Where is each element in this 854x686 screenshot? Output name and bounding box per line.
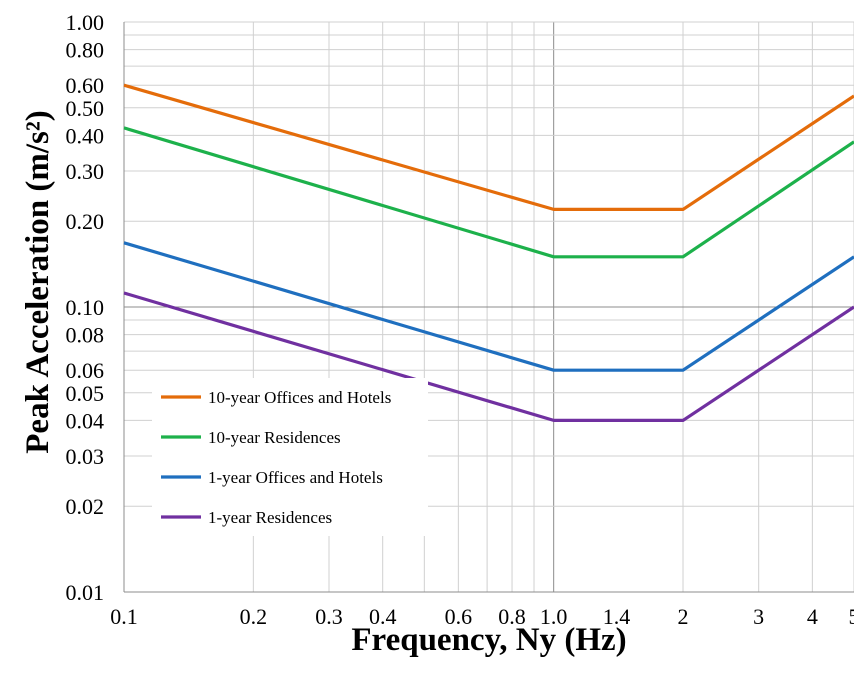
- x-tick-label: 0.1: [110, 604, 138, 629]
- y-tick-label: 0.01: [66, 580, 105, 605]
- y-tick-label: 0.60: [66, 73, 105, 98]
- y-tick-label: 1.00: [66, 10, 105, 35]
- x-tick-label: 0.4: [369, 604, 397, 629]
- y-tick-label: 0.20: [66, 209, 105, 234]
- x-tick-label: 0.8: [498, 604, 526, 629]
- y-tick-label: 0.02: [66, 494, 105, 519]
- legend-label: 10-year Residences: [208, 428, 341, 447]
- series-line: [123, 291, 854, 422]
- y-tick-label: 0.08: [66, 323, 105, 348]
- x-tick-label: 1.4: [603, 604, 631, 629]
- x-axis-title: Frequency, Ny (Hz): [351, 622, 626, 658]
- series-line: [123, 241, 854, 372]
- x-tick-label: 0.2: [240, 604, 268, 629]
- tick-labels: 0.1 0.2 0.3 0.4 0.6 0.8 1.0 1.4 2 3 4 5 0.01 0.02 0.03…: [66, 10, 854, 629]
- series-line: [123, 83, 854, 211]
- y-tick-label: 0.10: [66, 295, 105, 320]
- x-tick-label: 5: [849, 604, 854, 629]
- y-tick-label: 0.30: [66, 159, 105, 184]
- series-line: [123, 126, 854, 259]
- y-tick-label: 0.80: [66, 38, 105, 63]
- x-tick-label: 0.3: [315, 604, 343, 629]
- y-tick-label: 0.06: [66, 358, 105, 383]
- y-axis-title: Peak Acceleration (m/s²): [20, 110, 56, 453]
- x-tick-label: 3: [753, 604, 764, 629]
- y-tick-label: 0.05: [66, 381, 105, 406]
- x-tick-label: 2: [678, 604, 689, 629]
- grid-lines: [123, 21, 854, 593]
- y-tick-label: 0.40: [66, 123, 105, 148]
- legend: 10-year Offices and Hotels 10-year Reside…: [152, 378, 428, 536]
- x-tick-label: 0.6: [445, 604, 473, 629]
- series-lines: [123, 83, 854, 422]
- x-tick-label: 1.0: [540, 604, 568, 629]
- legend-label: 10-year Offices and Hotels: [208, 388, 391, 407]
- legend-box: [152, 378, 428, 536]
- x-tick-label: 4: [807, 604, 818, 629]
- y-tick-label: 0.03: [66, 444, 105, 469]
- y-tick-label: 0.04: [66, 408, 105, 433]
- legend-label: 1-year Offices and Hotels: [208, 468, 383, 487]
- legend-label: 1-year Residences: [208, 508, 332, 527]
- y-tick-label: 0.50: [66, 96, 105, 121]
